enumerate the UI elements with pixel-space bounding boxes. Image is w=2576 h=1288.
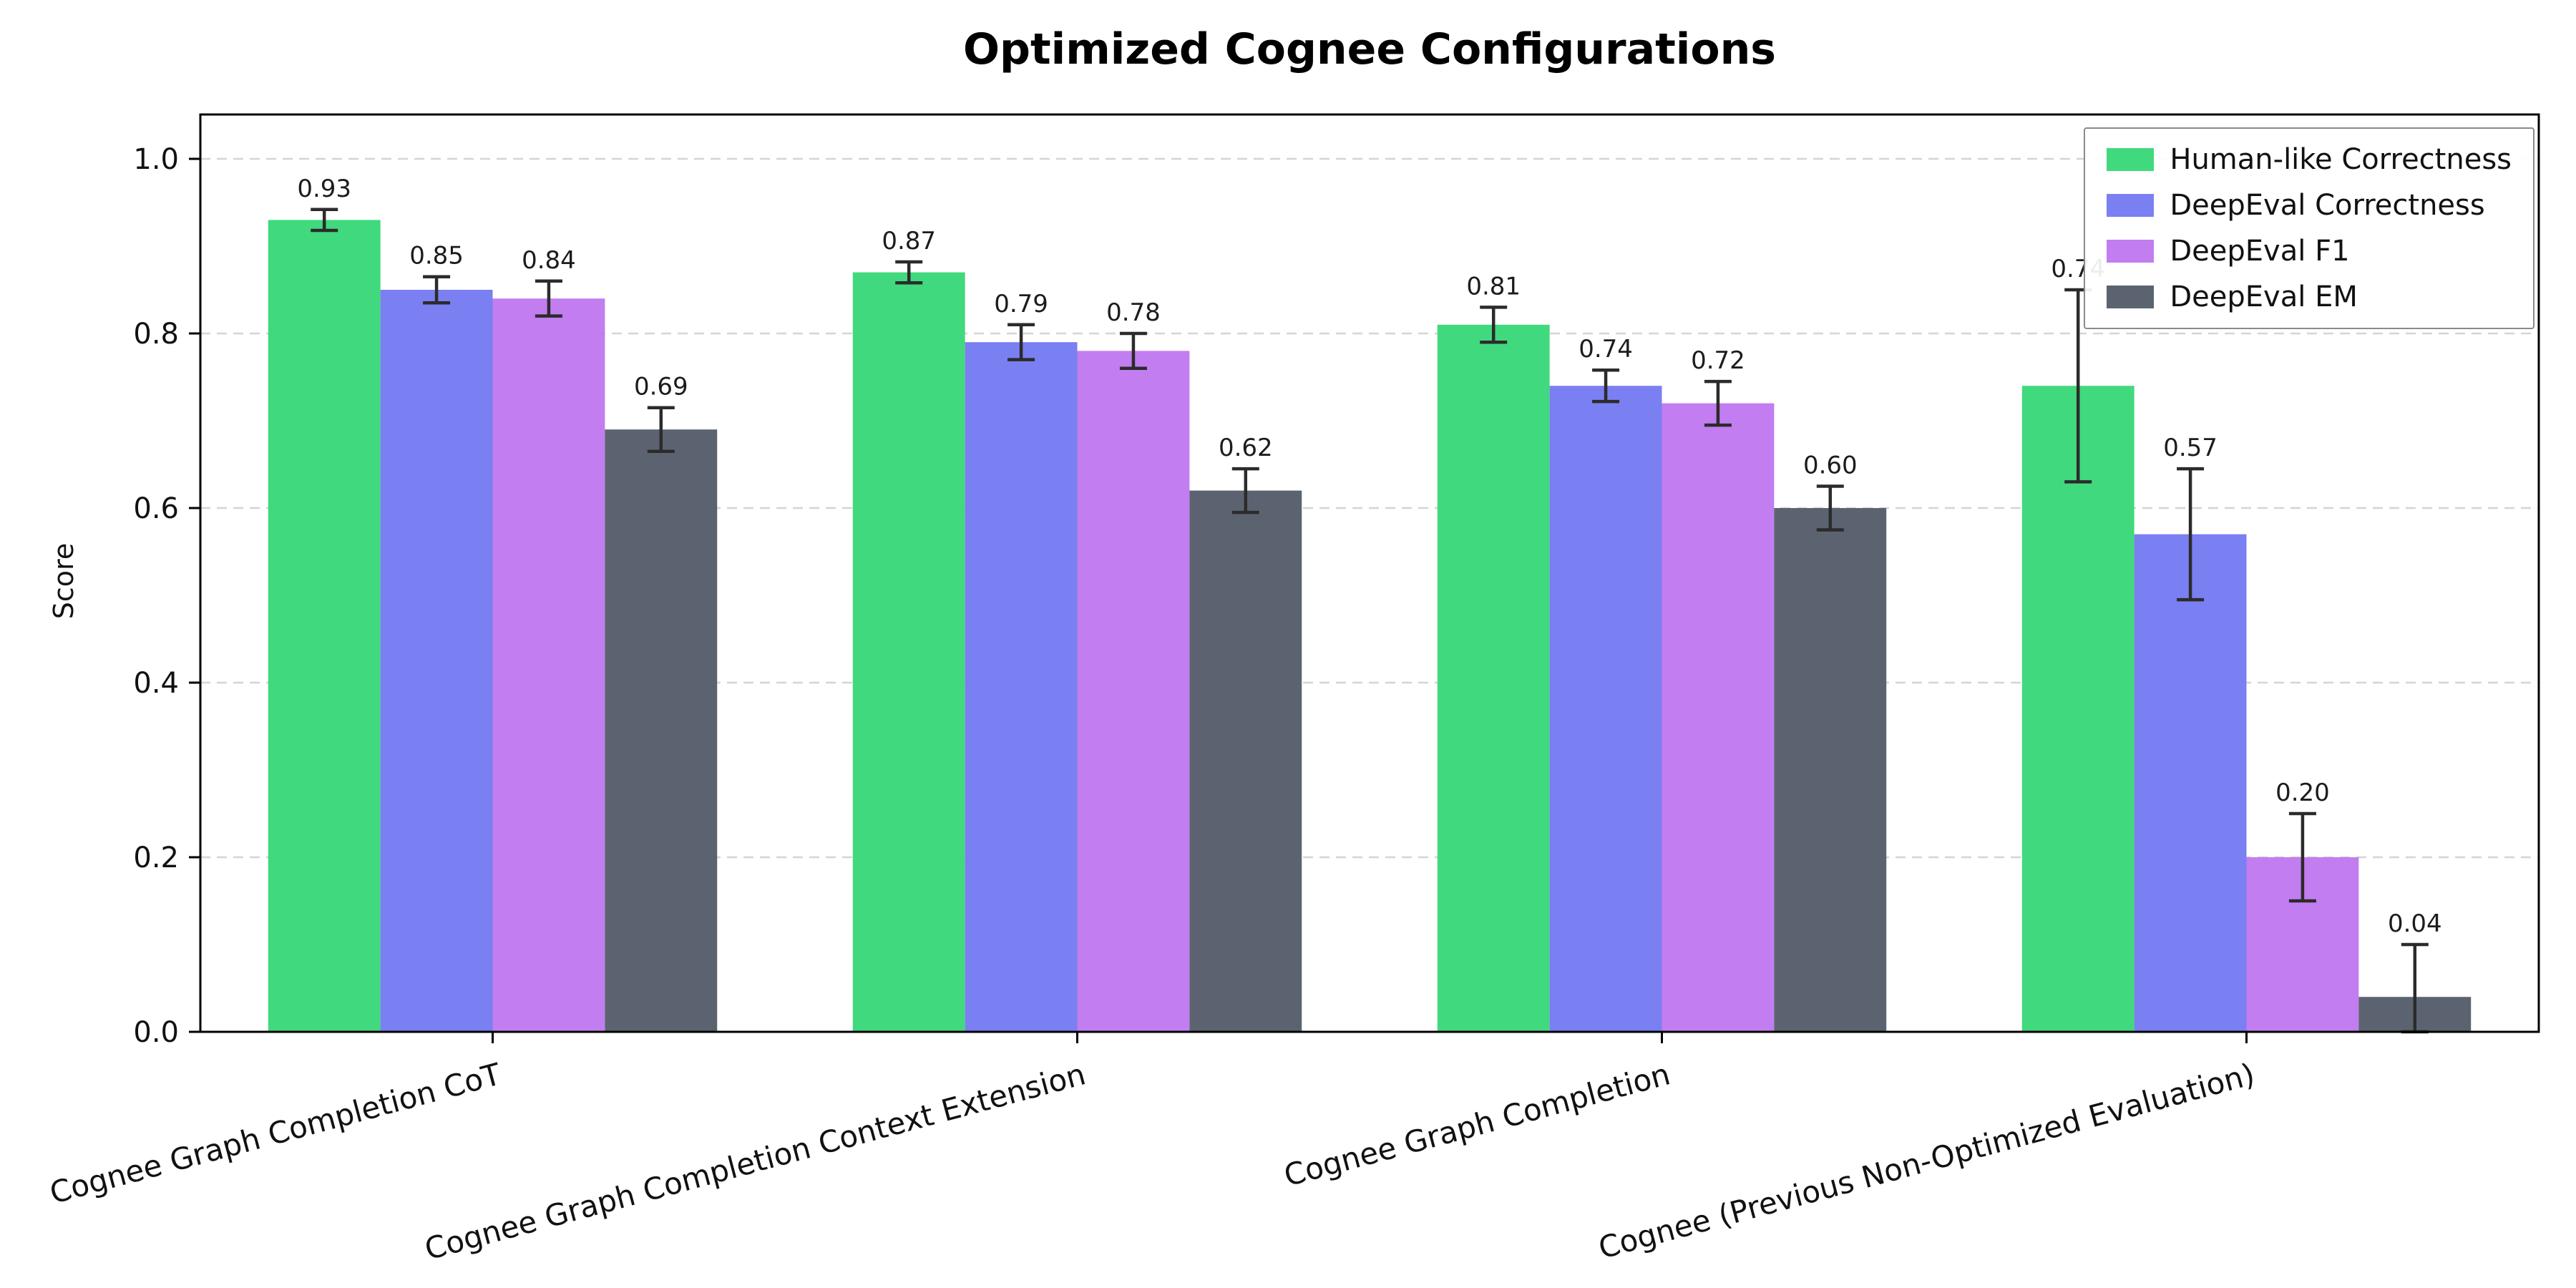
- bar: [2021, 386, 2135, 1032]
- y-tick-label: 0.0: [133, 1016, 179, 1049]
- y-tick-label: 0.6: [133, 492, 179, 525]
- legend-label: DeepEval EM: [2170, 280, 2358, 313]
- bar: [1437, 324, 1550, 1032]
- value-label: 0.85: [409, 242, 464, 270]
- bar: [268, 220, 381, 1032]
- legend-label: Human-like Correctness: [2170, 143, 2512, 176]
- y-tick-label: 0.4: [133, 667, 179, 700]
- x-tick-label: Cognee (Previous Non-Optimized Evaluatio…: [1595, 1056, 2258, 1265]
- legend-item: Human-like Correctness: [2107, 143, 2512, 176]
- x-tick-label: Cognee Graph Completion: [1280, 1056, 1674, 1193]
- bar: [605, 429, 718, 1032]
- chart-title: Optimized Cognee Configurations: [962, 24, 1776, 74]
- legend-label: DeepEval F1: [2170, 235, 2350, 268]
- y-tick-label: 0.8: [133, 318, 179, 351]
- value-label: 0.60: [1803, 452, 1858, 480]
- value-label: 0.93: [297, 175, 351, 203]
- value-label: 0.69: [634, 373, 688, 401]
- bar: [852, 272, 965, 1033]
- legend-color-swatch: [2107, 148, 2155, 171]
- bar: [1189, 490, 1302, 1032]
- y-tick-label: 1.0: [133, 143, 179, 176]
- legend-item: DeepEval F1: [2107, 235, 2512, 268]
- value-label: 0.81: [1466, 272, 1521, 301]
- value-label: 0.84: [522, 246, 576, 275]
- value-label: 0.62: [1219, 434, 1273, 462]
- value-label: 0.79: [994, 290, 1048, 318]
- legend-color-swatch: [2107, 286, 2155, 308]
- legend-color-swatch: [2107, 240, 2155, 263]
- legend-item: DeepEval Correctness: [2107, 189, 2512, 222]
- x-tick-label: Cognee Graph Completion CoT: [46, 1056, 504, 1211]
- value-label: 0.74: [1579, 335, 1633, 364]
- bar: [1662, 403, 1775, 1032]
- bar: [1549, 386, 1662, 1032]
- value-label: 0.78: [1106, 298, 1161, 327]
- legend-item: DeepEval EM: [2107, 280, 2512, 313]
- bar: [492, 298, 605, 1033]
- legend-color-swatch: [2107, 194, 2155, 217]
- bar: [1774, 508, 1887, 1032]
- bar: [1077, 351, 1190, 1032]
- legend: Human-like Correctness DeepEval Correctne…: [2084, 127, 2534, 329]
- value-label: 0.20: [2275, 779, 2330, 807]
- bar: [380, 290, 493, 1032]
- bar: [2134, 534, 2247, 1032]
- value-label: 0.04: [2388, 909, 2442, 938]
- value-label: 0.72: [1691, 346, 1745, 375]
- bar: [965, 342, 1078, 1032]
- y-tick-label: 0.2: [133, 841, 179, 874]
- legend-label: DeepEval Correctness: [2170, 189, 2485, 222]
- value-label: 0.87: [882, 227, 936, 255]
- plot-frame: [199, 113, 2540, 1033]
- value-label: 0.57: [2163, 434, 2218, 462]
- x-tick-label: Cognee Graph Completion Context Extensio…: [421, 1056, 1089, 1267]
